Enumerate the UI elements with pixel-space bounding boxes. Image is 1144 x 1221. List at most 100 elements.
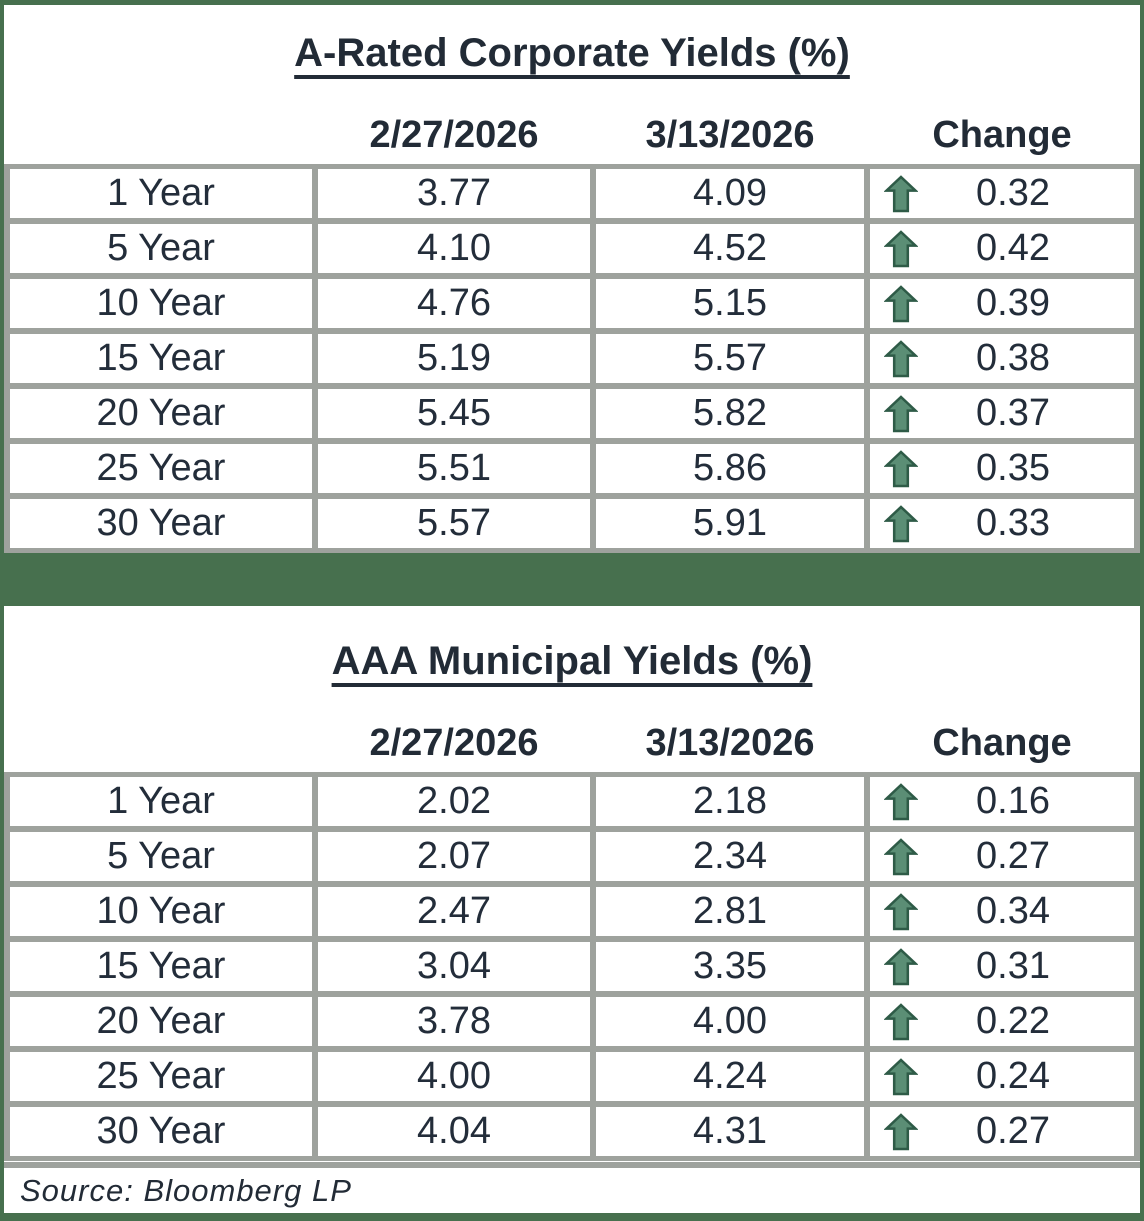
curr-yield-cell: 4.09 bbox=[596, 169, 864, 218]
up-arrow-icon bbox=[882, 504, 920, 544]
curr-date-header: 3/13/2026 bbox=[645, 113, 815, 156]
prev-yield-cell: 3.04 bbox=[318, 942, 590, 991]
corporate-header-row: 2/27/2026 3/13/2026 Change bbox=[4, 112, 1140, 158]
corporate-yields-title-text: A-Rated Corporate Yields (%) bbox=[294, 31, 850, 75]
table-row: 10 Year 2.47 2.81 0.34 bbox=[10, 887, 1134, 936]
up-arrow-icon bbox=[882, 1057, 920, 1097]
term-cell: 1 Year bbox=[10, 777, 312, 826]
prev-yield-cell: 5.57 bbox=[318, 499, 590, 548]
change-value: 0.27 bbox=[976, 1110, 1050, 1152]
prev-yield-cell: 3.78 bbox=[318, 997, 590, 1046]
table-row: 15 Year 5.19 5.57 0.38 bbox=[10, 334, 1134, 383]
prev-date-header: 2/27/2026 bbox=[369, 721, 539, 764]
prev-yield-cell: 5.51 bbox=[318, 444, 590, 493]
term-cell: 20 Year bbox=[10, 389, 312, 438]
prev-yield-cell: 2.47 bbox=[318, 887, 590, 936]
up-arrow-icon bbox=[882, 782, 920, 822]
up-arrow-icon bbox=[882, 1002, 920, 1042]
curr-yield-cell: 4.31 bbox=[596, 1107, 864, 1156]
term-cell: 10 Year bbox=[10, 887, 312, 936]
change-cell: 0.27 bbox=[870, 1107, 1134, 1156]
curr-yield-cell: 3.35 bbox=[596, 942, 864, 991]
curr-yield-cell: 5.15 bbox=[596, 279, 864, 328]
change-value: 0.27 bbox=[976, 835, 1050, 877]
municipal-yields-section: AAA Municipal Yields (%) 2/27/2026 3/13/… bbox=[4, 606, 1140, 1161]
up-arrow-icon bbox=[882, 837, 920, 877]
up-arrow-icon bbox=[882, 394, 920, 434]
curr-yield-cell: 5.91 bbox=[596, 499, 864, 548]
change-value: 0.38 bbox=[976, 337, 1050, 379]
change-cell: 0.38 bbox=[870, 334, 1134, 383]
corporate-yields-title: A-Rated Corporate Yields (%) bbox=[4, 30, 1140, 76]
corporate-rows-block: 1 Year 3.77 4.09 0.32 5 Year 4.10 4.52 0… bbox=[4, 164, 1140, 553]
change-value: 0.35 bbox=[976, 447, 1050, 489]
change-value: 0.42 bbox=[976, 227, 1050, 269]
term-cell: 5 Year bbox=[10, 224, 312, 273]
prev-yield-cell: 5.45 bbox=[318, 389, 590, 438]
curr-yield-cell: 5.82 bbox=[596, 389, 864, 438]
change-value: 0.16 bbox=[976, 780, 1050, 822]
term-cell: 1 Year bbox=[10, 169, 312, 218]
up-arrow-icon bbox=[882, 892, 920, 932]
change-cell: 0.16 bbox=[870, 777, 1134, 826]
up-arrow-icon bbox=[882, 284, 920, 324]
up-arrow-icon bbox=[882, 174, 920, 214]
prev-yield-cell: 4.76 bbox=[318, 279, 590, 328]
municipal-header-row: 2/27/2026 3/13/2026 Change bbox=[4, 720, 1140, 766]
prev-yield-cell: 4.10 bbox=[318, 224, 590, 273]
up-arrow-icon bbox=[882, 449, 920, 489]
term-cell: 15 Year bbox=[10, 334, 312, 383]
curr-yield-cell: 4.00 bbox=[596, 997, 864, 1046]
table-row: 1 Year 2.02 2.18 0.16 bbox=[10, 777, 1134, 826]
term-cell: 20 Year bbox=[10, 997, 312, 1046]
term-cell: 15 Year bbox=[10, 942, 312, 991]
table-row: 5 Year 2.07 2.34 0.27 bbox=[10, 832, 1134, 881]
change-value: 0.24 bbox=[976, 1055, 1050, 1097]
change-value: 0.34 bbox=[976, 890, 1050, 932]
change-cell: 0.33 bbox=[870, 499, 1134, 548]
table-row: 10 Year 4.76 5.15 0.39 bbox=[10, 279, 1134, 328]
prev-date-header: 2/27/2026 bbox=[369, 113, 539, 156]
curr-yield-cell: 2.18 bbox=[596, 777, 864, 826]
separator-band bbox=[4, 553, 1140, 606]
prev-yield-cell: 2.02 bbox=[318, 777, 590, 826]
prev-yield-cell: 3.77 bbox=[318, 169, 590, 218]
term-cell: 5 Year bbox=[10, 832, 312, 881]
change-cell: 0.39 bbox=[870, 279, 1134, 328]
curr-yield-cell: 5.57 bbox=[596, 334, 864, 383]
corporate-yields-section: A-Rated Corporate Yields (%) 2/27/2026 3… bbox=[4, 5, 1140, 553]
curr-yield-cell: 4.24 bbox=[596, 1052, 864, 1101]
change-cell: 0.22 bbox=[870, 997, 1134, 1046]
table-row: 25 Year 4.00 4.24 0.24 bbox=[10, 1052, 1134, 1101]
change-value: 0.22 bbox=[976, 1000, 1050, 1042]
curr-yield-cell: 5.86 bbox=[596, 444, 864, 493]
term-cell: 10 Year bbox=[10, 279, 312, 328]
up-arrow-icon bbox=[882, 229, 920, 269]
up-arrow-icon bbox=[882, 1112, 920, 1152]
change-cell: 0.37 bbox=[870, 389, 1134, 438]
table-row: 25 Year 5.51 5.86 0.35 bbox=[10, 444, 1134, 493]
prev-yield-cell: 4.04 bbox=[318, 1107, 590, 1156]
curr-date-header: 3/13/2026 bbox=[645, 721, 815, 764]
curr-yield-cell: 2.34 bbox=[596, 832, 864, 881]
source-row: Source: Bloomberg LP bbox=[4, 1162, 1140, 1213]
change-value: 0.39 bbox=[976, 282, 1050, 324]
change-cell: 0.27 bbox=[870, 832, 1134, 881]
change-header: Change bbox=[932, 113, 1072, 156]
change-value: 0.32 bbox=[976, 172, 1050, 214]
prev-yield-cell: 4.00 bbox=[318, 1052, 590, 1101]
up-arrow-icon bbox=[882, 339, 920, 379]
change-value: 0.37 bbox=[976, 392, 1050, 434]
change-value: 0.31 bbox=[976, 945, 1050, 987]
curr-yield-cell: 2.81 bbox=[596, 887, 864, 936]
table-row: 20 Year 5.45 5.82 0.37 bbox=[10, 389, 1134, 438]
municipal-yields-title-text: AAA Municipal Yields (%) bbox=[331, 639, 813, 683]
table-row: 15 Year 3.04 3.35 0.31 bbox=[10, 942, 1134, 991]
table-row: 5 Year 4.10 4.52 0.42 bbox=[10, 224, 1134, 273]
change-value: 0.33 bbox=[976, 502, 1050, 544]
term-cell: 25 Year bbox=[10, 444, 312, 493]
table-row: 1 Year 3.77 4.09 0.32 bbox=[10, 169, 1134, 218]
change-cell: 0.24 bbox=[870, 1052, 1134, 1101]
change-cell: 0.32 bbox=[870, 169, 1134, 218]
